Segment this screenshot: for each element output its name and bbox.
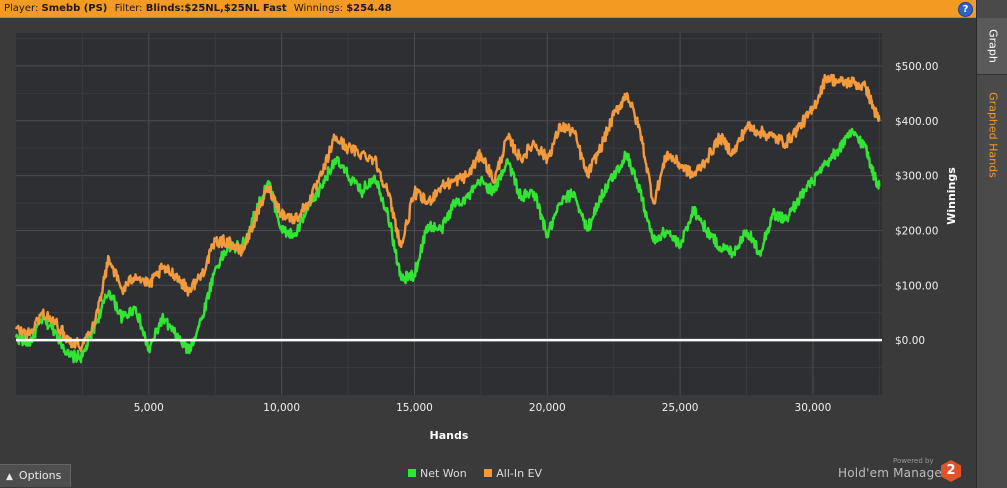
x-tick-label: 30,000	[795, 402, 832, 414]
side-tab-panel: Graph Graphed Hands	[976, 0, 1007, 488]
hm2-logo: Powered by Hold'em Manager 2	[838, 457, 974, 485]
powered-by-text: Powered by	[893, 457, 934, 465]
tab-graph[interactable]: Graph	[977, 18, 1007, 75]
x-axis-label: Hands	[430, 429, 469, 442]
y-tick-label: $500.00	[895, 61, 938, 73]
tab-graphed-hands-label: Graphed Hands	[986, 92, 999, 178]
hm2-badge-icon: 2	[941, 460, 961, 482]
y-tick-label: $200.00	[895, 225, 938, 237]
legend-item-all-in-ev: All-In EV	[484, 467, 542, 480]
gridlines	[16, 33, 882, 395]
options-label: Options	[18, 469, 62, 482]
filter-label: Filter:	[114, 3, 143, 14]
legend-label-all-in-ev: All-In EV	[496, 467, 543, 480]
series-line-all-in-ev	[14, 73, 881, 352]
tab-graphed-hands[interactable]: Graphed Hands	[977, 80, 1007, 190]
legend-label-net-won: Net Won	[420, 467, 467, 480]
chevron-up-icon: ▲	[6, 472, 13, 482]
tab-graph-label: Graph	[986, 29, 999, 63]
x-tick-label: 10,000	[263, 402, 300, 414]
x-tick-label: 15,000	[396, 402, 433, 414]
winnings-label: Winnings:	[293, 3, 344, 14]
x-tick-label: 25,000	[662, 402, 699, 414]
header-bar: Player: Smebb (PS) Filter: Blinds:$25NL,…	[0, 0, 976, 18]
y-tick-label: $100.00	[895, 280, 938, 292]
chart-legend: Net Won All-In EV	[408, 467, 556, 480]
player-value: Smebb (PS)	[41, 3, 108, 14]
legend-swatch-all-in-ev	[484, 469, 493, 477]
options-button[interactable]: ▲ Options	[0, 464, 71, 487]
winnings-chart: 5,000 10,000 15,000 20,000 25,000 30,000 $0.0…	[0, 18, 976, 462]
legend-swatch-net-won	[408, 469, 416, 477]
player-label: Player:	[4, 3, 39, 14]
legend-item-net-won: Net Won	[408, 467, 467, 480]
y-tick-label: $300.00	[895, 171, 938, 183]
y-tick-label: $400.00	[895, 116, 938, 128]
series-line-net-won	[14, 127, 881, 364]
y-tick-labels: $0.00 $100.00 $200.00 $300.00 $400.00 $500.00	[895, 61, 938, 347]
logo-name: Hold'em Manager	[838, 466, 948, 480]
y-axis-label: Winnings	[945, 167, 958, 225]
winnings-value: $254.48	[346, 3, 392, 14]
series-lines	[14, 73, 881, 364]
y-tick-label: $0.00	[895, 335, 925, 347]
filter-value: Blinds:$25NL,$25NL Fast	[145, 3, 287, 14]
x-tick-labels: 5,000 10,000 15,000 20,000 25,000 30,000	[134, 402, 832, 414]
x-tick-label: 5,000	[134, 402, 164, 414]
help-icon[interactable]: ?	[958, 2, 973, 17]
x-tick-label: 20,000	[529, 402, 566, 414]
